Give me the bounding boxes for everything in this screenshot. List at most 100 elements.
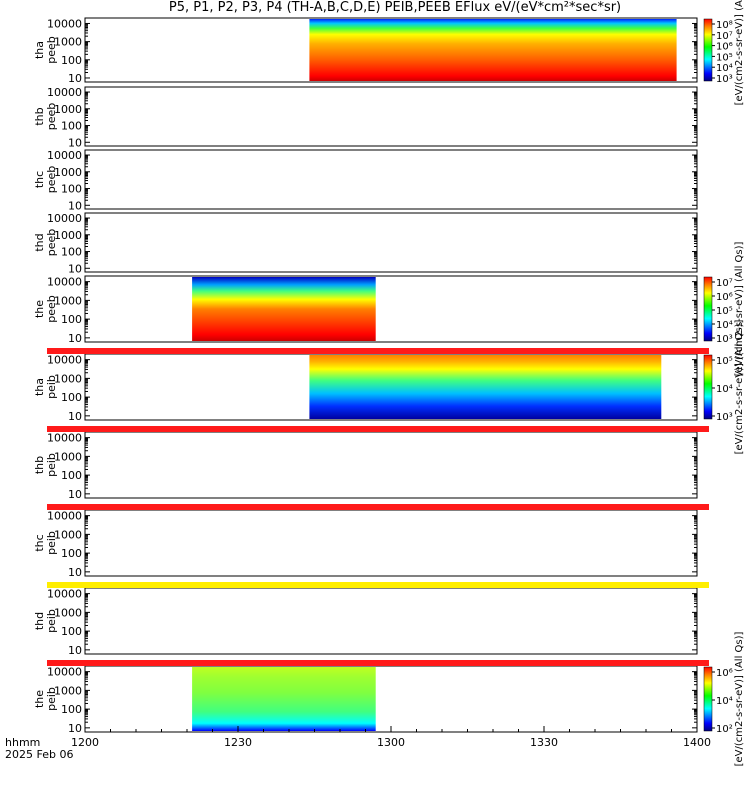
spectrogram-data <box>309 19 677 81</box>
panel-frame <box>84 86 698 147</box>
panel-frame <box>84 587 698 655</box>
panel-frame <box>84 509 698 577</box>
colorbar-tick-label: 10³ <box>716 74 733 85</box>
y-tick-label: 10 <box>68 488 82 501</box>
panel-label: peib <box>45 453 58 477</box>
y-tick-label: 10 <box>68 722 82 735</box>
y-tick-label: 10 <box>68 199 82 212</box>
spectrogram-data <box>192 667 376 731</box>
y-tick-label: 1000 <box>54 684 82 697</box>
y-tick-label: 1000 <box>54 36 82 49</box>
x-tick-label: 1200 <box>71 736 99 749</box>
colorbar-tick-label: 10² <box>716 724 733 735</box>
colorbar-tick-label: 10⁴ <box>716 696 733 707</box>
y-tick-label: 10 <box>68 566 82 579</box>
colorbar-tick-label: 10⁴ <box>716 320 733 331</box>
panel-label: peeb <box>45 36 58 64</box>
panel-frame <box>84 431 698 499</box>
panel-label: thd <box>33 612 46 630</box>
spectrogram-data <box>192 277 376 341</box>
y-tick-label: 10 <box>68 262 82 275</box>
x-axis-start-label: hhmm <box>5 736 40 749</box>
y-tick-label: 1000 <box>54 372 82 385</box>
spectrogram-data <box>309 355 662 419</box>
y-tick-label: 1000 <box>54 450 82 463</box>
colorbar-tick-label: 10⁶ <box>716 292 733 303</box>
y-tick-label: 10000 <box>47 354 82 367</box>
y-tick-label: 100 <box>61 391 82 404</box>
colorbar <box>703 276 713 342</box>
y-tick-label: 10 <box>68 332 82 345</box>
y-tick-label: 10000 <box>47 149 82 162</box>
separator-strip <box>47 348 709 354</box>
colorbar-tick-label: 10⁵ <box>716 306 733 317</box>
panel-label: peib <box>45 375 58 399</box>
panel-label: the <box>33 300 46 318</box>
x-tick-label: 1330 <box>530 736 558 749</box>
y-tick-label: 10000 <box>47 17 82 30</box>
y-tick-label: 10000 <box>47 86 82 99</box>
panel-label: peeb <box>45 103 58 131</box>
y-tick-label: 100 <box>61 469 82 482</box>
y-tick-label: 10000 <box>47 666 82 679</box>
separator-strip <box>47 582 709 588</box>
panel-label: peeb <box>45 229 58 257</box>
y-tick-label: 10000 <box>47 432 82 445</box>
y-tick-label: 10 <box>68 136 82 149</box>
y-tick-label: 100 <box>61 703 82 716</box>
panel-label: thd <box>33 233 46 251</box>
y-tick-label: 1000 <box>54 166 82 179</box>
y-tick-label: 100 <box>61 313 82 326</box>
colorbar <box>703 18 713 82</box>
y-tick-label: 100 <box>61 246 82 259</box>
colorbar-tick-label: 10³ <box>716 334 733 345</box>
x-axis-date-label: 2025 Feb 06 <box>5 748 73 761</box>
separator-strip <box>47 426 709 432</box>
y-tick-label: 10 <box>68 72 82 85</box>
y-tick-label: 1000 <box>54 528 82 541</box>
colorbar-tick-label: 10⁵ <box>716 356 733 367</box>
panel-label: peib <box>45 687 58 711</box>
panel-frame <box>84 212 698 273</box>
panel-label: peib <box>45 531 58 555</box>
y-tick-label: 10 <box>68 410 82 423</box>
y-tick-label: 100 <box>61 547 82 560</box>
colorbar-label: [eV/(cm2-s-sr-eV)] (All Qs)] <box>734 241 745 376</box>
colorbar-label: [eV/(cm2-s-sr-eV)] (All Qs)] <box>734 631 745 766</box>
x-tick-label: 1230 <box>224 736 252 749</box>
panel-frame <box>84 665 698 733</box>
panel-label: peeb <box>45 166 58 194</box>
colorbar-tick-label: 10⁴ <box>716 384 733 395</box>
colorbar-tick-label: 10⁶ <box>716 668 733 679</box>
x-tick-label: 1300 <box>377 736 405 749</box>
colorbar-tick-label: 10⁴ <box>716 63 733 74</box>
colorbar-tick-label: 10⁷ <box>716 278 733 289</box>
colorbar-tick-label: 10⁶ <box>716 42 733 53</box>
y-tick-label: 1000 <box>54 294 82 307</box>
panel-label: tha <box>33 378 46 396</box>
colorbar-tick-label: 10⁸ <box>716 20 733 31</box>
colorbar <box>703 666 713 732</box>
panel-frame <box>84 149 698 210</box>
y-tick-label: 100 <box>61 54 82 67</box>
y-tick-label: 100 <box>61 120 82 133</box>
plot-title: P5, P1, P2, P3, P4 (TH-A,B,C,D,E) PEIB,P… <box>168 0 622 15</box>
panel-label: thb <box>33 107 46 125</box>
colorbar-label: [eV/(cm2-s-sr-eV)] (All <box>734 0 745 105</box>
separator-strip <box>47 660 709 666</box>
colorbar <box>703 354 713 420</box>
panel-label: the <box>33 690 46 708</box>
y-tick-label: 10 <box>68 644 82 657</box>
y-tick-label: 10000 <box>47 276 82 289</box>
panel-label: peeb <box>45 295 58 323</box>
panel-label: tha <box>33 41 46 59</box>
x-tick-label: 1400 <box>683 736 711 749</box>
panel-label: thc <box>33 534 46 551</box>
y-tick-label: 100 <box>61 625 82 638</box>
y-tick-label: 100 <box>61 183 82 196</box>
colorbar-tick-label: 10⁵ <box>716 52 733 63</box>
y-tick-label: 10000 <box>47 510 82 523</box>
panel-label: thc <box>33 171 46 188</box>
y-tick-label: 10000 <box>47 212 82 225</box>
